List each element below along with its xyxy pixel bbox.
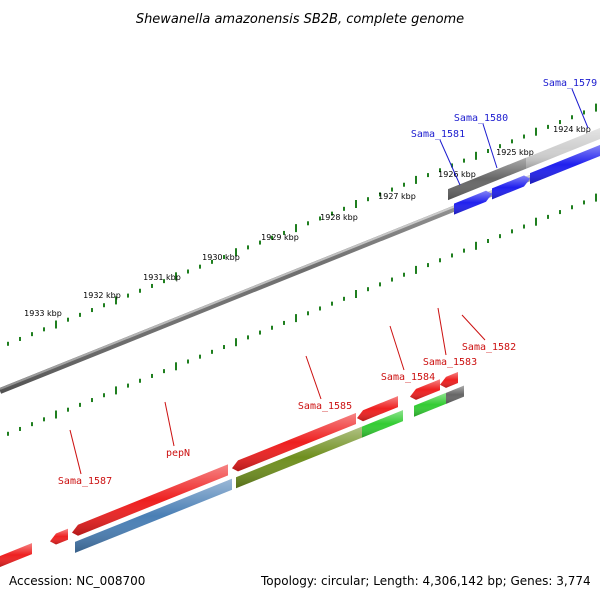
ruler-tick-label: 1925 kbp bbox=[496, 148, 534, 157]
gene-feature-red-1-shade bbox=[0, 543, 32, 567]
leader-line bbox=[164, 401, 175, 447]
gene-label: Sama_1580 bbox=[454, 113, 508, 124]
genome-summary-text: Topology: circular; Length: 4,306,142 bp… bbox=[261, 574, 591, 588]
gene-feature-sama-1582-shade bbox=[446, 385, 464, 404]
ruler-tick-label: 1929 kbp bbox=[261, 233, 299, 242]
gene-feature-red-5-shade bbox=[357, 396, 398, 422]
gene-feature-blue-1-shade bbox=[454, 190, 492, 215]
gene-feature-red-3-shade bbox=[72, 464, 228, 536]
ruler-minor-ticks bbox=[7, 103, 597, 346]
gene-feature-sama-1585-shade bbox=[236, 426, 362, 489]
ruler-tick-label: 1931 kbp bbox=[143, 273, 181, 282]
gene-feature-red-4-shade bbox=[232, 413, 356, 472]
gene-feature-blue-3-shade bbox=[530, 145, 600, 185]
gene-label: Sama_1582 bbox=[462, 342, 516, 353]
gene-label: Sama_1587 bbox=[58, 476, 112, 487]
gene-label: pepN bbox=[166, 448, 190, 459]
accession-text: Accession: NC_008700 bbox=[9, 574, 146, 588]
gene-feature-sama-1580-grey-shade bbox=[526, 128, 600, 169]
ruler-tick-label: 1930 kbp bbox=[202, 253, 240, 262]
leader-line bbox=[461, 314, 486, 341]
leader-line bbox=[389, 325, 405, 371]
gene-feature-blue-2-shade bbox=[492, 175, 530, 200]
leader-line bbox=[439, 139, 461, 186]
ruler-tick-label: 1928 kbp bbox=[320, 213, 358, 222]
gene-features bbox=[0, 128, 600, 567]
leader-line bbox=[571, 88, 589, 129]
gene-feature-pepn-shade bbox=[75, 478, 232, 553]
gene-feature-red-2-shade bbox=[50, 528, 68, 545]
ruler-tick-label: 1932 kbp bbox=[83, 291, 121, 300]
gene-labels: Sama_1579 Sama_1580 Sama_1581 Sama_1582 Sama… bbox=[58, 78, 597, 487]
ruler-tick-label: 1924 kbp bbox=[553, 125, 591, 134]
gene-label: Sama_1585 bbox=[298, 401, 352, 412]
leader-line bbox=[482, 123, 498, 169]
gene-feature-sama-1581-shade bbox=[448, 157, 526, 201]
gene-feature-red-7-shade bbox=[440, 372, 458, 388]
ruler-tick-labels: 1924 kbp 1925 kbp 1926 kbp 1927 kbp 1928 kbp… bbox=[24, 125, 591, 318]
label-leader-lines bbox=[69, 88, 589, 475]
leader-line bbox=[305, 355, 322, 400]
lower-minor-ticks bbox=[7, 193, 597, 436]
leader-line bbox=[437, 307, 447, 356]
map-title: Shewanella amazonensis SB2B, complete ge… bbox=[136, 12, 464, 27]
gene-label: Sama_1581 bbox=[411, 129, 465, 140]
gene-feature-sama-1583-shade bbox=[414, 392, 446, 417]
gene-feature-red-6-shade bbox=[410, 379, 440, 400]
ruler-tick-label: 1926 kbp bbox=[438, 170, 476, 179]
ruler-tick-label: 1933 kbp bbox=[24, 309, 62, 318]
gene-feature-sama-1584-shade bbox=[362, 410, 403, 438]
ruler-tick-label: 1927 kbp bbox=[378, 192, 416, 201]
gene-label: Sama_1584 bbox=[381, 372, 435, 383]
leader-line bbox=[69, 429, 82, 475]
gene-label: Sama_1579 bbox=[543, 78, 597, 89]
gene-label: Sama_1583 bbox=[423, 357, 477, 368]
